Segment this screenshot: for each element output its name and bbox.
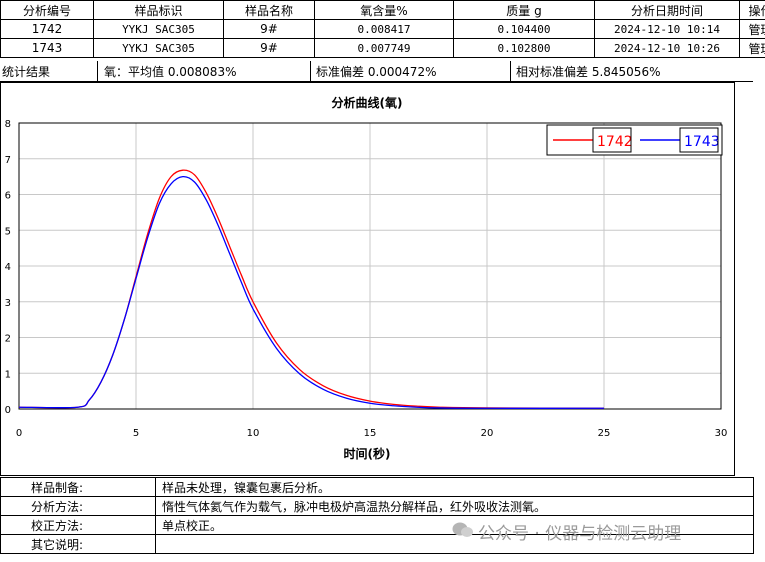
cell-id: 1743 xyxy=(0,38,94,58)
x-axis-label: 时间(秒) xyxy=(344,446,391,461)
col-header-datetime[interactable]: 分析日期时间 xyxy=(594,0,740,20)
info-value[interactable] xyxy=(155,534,754,554)
legend-item-frame xyxy=(679,127,719,153)
cell-id: 1742 xyxy=(0,19,94,39)
watermark-text: 公众号 · 仪器与检测云助理 xyxy=(478,524,682,544)
analysis-chart: 分析曲线(氧) 0 5 10 15 20 25 30 0 1 2 3 4 5 6 7 8 时间(秒) 1742… xyxy=(5,95,728,461)
stats-rsd: 相对标准偏差 5.845056% xyxy=(516,65,661,79)
x-tick-label: 5 xyxy=(133,428,139,439)
legend-label: 1742 xyxy=(597,134,633,150)
legend-item-frame xyxy=(592,127,632,153)
table-row[interactable]: 1743 YYKJ SAC305 9# 0.007749 0.102800 20… xyxy=(0,38,765,58)
statistics-row: 统计结果 氧：平均值 0.008083% 标准偏差 0.000472% 相对标准… xyxy=(0,61,753,82)
col-header-sample-id[interactable]: 样品标识 xyxy=(93,0,224,20)
x-tick-label: 30 xyxy=(715,428,728,439)
y-tick-label: 4 xyxy=(5,262,11,273)
chart-legend[interactable]: 1742 1743 xyxy=(546,124,723,156)
cell-sample-id: YYKJ SAC305 xyxy=(93,19,224,39)
series-line-1743 xyxy=(18,175,605,409)
table-row[interactable]: 1742 YYKJ SAC305 9# 0.008417 0.104400 20… xyxy=(0,19,765,39)
x-tick-label: 15 xyxy=(364,428,377,439)
info-key: 校正方法: xyxy=(0,515,156,535)
info-row: 其它说明: xyxy=(0,534,754,554)
info-value[interactable]: 样品未处理，镍囊包裹后分析。 xyxy=(155,477,754,497)
col-header-mass[interactable]: 质量 g xyxy=(453,0,595,20)
info-key: 其它说明: xyxy=(0,534,156,554)
chart-series xyxy=(18,169,605,409)
x-tick-label: 10 xyxy=(247,428,260,439)
stats-label: 统计结果 xyxy=(2,65,51,79)
cell-oxygen: 0.008417 xyxy=(314,19,454,39)
y-tick-label: 5 xyxy=(5,226,11,237)
table-header-row: 分析编号 样品标识 样品名称 氧含量% 质量 g 分析日期时间 操作员 xyxy=(0,0,765,20)
col-header-operator[interactable]: 操作员 xyxy=(739,0,765,20)
plot-area xyxy=(18,122,722,410)
legend-label: 1743 xyxy=(684,134,720,150)
y-tick-label: 1 xyxy=(5,369,11,380)
col-header-id[interactable]: 分析编号 xyxy=(0,0,94,20)
y-tick-label: 0 xyxy=(5,405,11,416)
x-tick-label: 20 xyxy=(481,428,494,439)
cell-sample-name: 9# xyxy=(223,38,315,58)
info-value[interactable]: 惰性气体氦气作为载气，脉冲电极炉高温热分解样品，红外吸收法测氧。 xyxy=(155,496,754,516)
right-margin xyxy=(737,82,753,474)
y-tick-label: 2 xyxy=(5,334,11,345)
analysis-chart-panel: 分析曲线(氧) 0 5 10 15 20 25 30 0 1 2 3 4 5 6 7 8 时间(秒) 1742… xyxy=(0,82,735,476)
x-tick-label: 0 xyxy=(16,428,22,439)
cell-mass: 0.104400 xyxy=(453,19,595,39)
wechat-icon xyxy=(452,522,473,537)
chart-ticks: 0 5 10 15 20 25 30 0 1 2 3 4 5 6 7 8 xyxy=(5,119,728,439)
stats-divider xyxy=(310,61,311,81)
chart-grid xyxy=(18,122,722,410)
results-table: 分析编号 样品标识 样品名称 氧含量% 质量 g 分析日期时间 操作员 1742… xyxy=(0,0,765,58)
info-row: 样品制备: 样品未处理，镍囊包裹后分析。 xyxy=(0,477,754,497)
y-tick-label: 3 xyxy=(5,298,11,309)
stats-std: 标准偏差 0.000472% xyxy=(316,65,437,79)
cell-mass: 0.102800 xyxy=(453,38,595,58)
cell-datetime: 2024-12-10 10:26 xyxy=(594,38,740,58)
col-header-sample-name[interactable]: 样品名称 xyxy=(223,0,315,20)
y-tick-label: 6 xyxy=(5,191,11,202)
chart-title: 分析曲线(氧) xyxy=(332,95,403,110)
info-key: 分析方法: xyxy=(0,496,156,516)
stats-divider xyxy=(510,61,511,81)
col-header-oxygen[interactable]: 氧含量% xyxy=(314,0,454,20)
y-tick-label: 8 xyxy=(5,119,11,130)
y-tick-label: 7 xyxy=(5,155,11,166)
cell-operator: 管理员 xyxy=(739,38,765,58)
cell-oxygen: 0.007749 xyxy=(314,38,454,58)
cell-datetime: 2024-12-10 10:14 xyxy=(594,19,740,39)
series-line-1742 xyxy=(18,169,605,409)
cell-sample-id: YYKJ SAC305 xyxy=(93,38,224,58)
cell-sample-name: 9# xyxy=(223,19,315,39)
x-tick-label: 25 xyxy=(598,428,611,439)
info-row: 分析方法: 惰性气体氦气作为载气，脉冲电极炉高温热分解样品，红外吸收法测氧。 xyxy=(0,496,754,516)
stats-mean: 氧：平均值 0.008083% xyxy=(104,65,237,79)
stats-divider xyxy=(97,61,98,81)
info-key: 样品制备: xyxy=(0,477,156,497)
cell-operator: 管理员 xyxy=(739,19,765,39)
